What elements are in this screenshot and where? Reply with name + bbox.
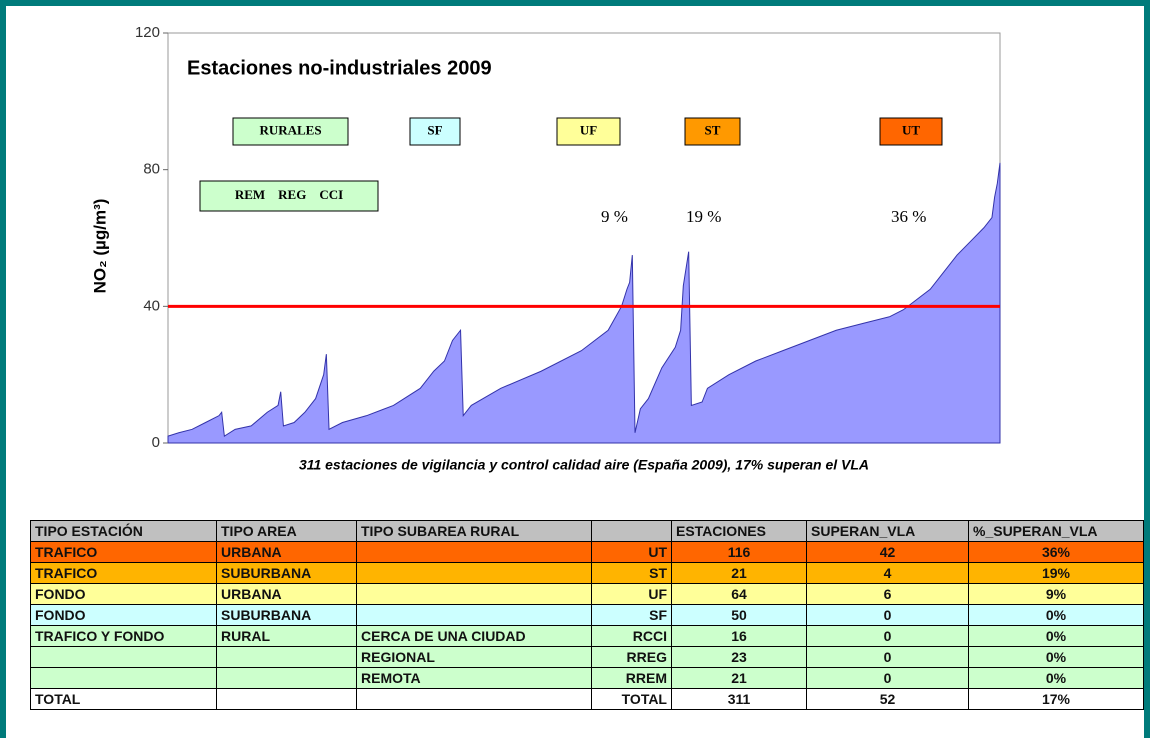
- table-cell: 9%: [968, 583, 1144, 605]
- table-row: TRAFICO SUBURBANA ST 21 4 19%: [30, 562, 1144, 584]
- table-cell: 19%: [968, 562, 1144, 584]
- legend-label: SF: [427, 122, 442, 137]
- table-row: TRAFICO Y FONDO RURAL CERCA DE UNA CIUDAD R…: [30, 625, 1144, 647]
- table-row: TIPO ESTACIÓN TIPO AREA TIPO SUBAREA RURAL…: [30, 520, 1144, 542]
- table-cell: TIPO SUBAREA RURAL: [356, 520, 592, 542]
- legend-label: RURALES: [259, 122, 321, 137]
- table-cell: SUPERAN_VLA: [806, 520, 969, 542]
- table-cell: 64: [671, 583, 807, 605]
- table-cell: TOTAL: [30, 688, 217, 710]
- table-cell: SUBURBANA: [216, 604, 357, 626]
- table-cell: 0%: [968, 625, 1144, 647]
- table-row: FONDO URBANA UF 64 6 9%: [30, 583, 1144, 605]
- table-cell: [216, 667, 357, 689]
- table-cell: [591, 520, 672, 542]
- y-axis-label: NO₂ (µg/m³): [90, 199, 109, 294]
- table-cell: FONDO: [30, 583, 217, 605]
- table-cell: REMOTA: [356, 667, 592, 689]
- legend-label: UF: [580, 122, 597, 137]
- table-cell: RURAL: [216, 625, 357, 647]
- table-cell: URBANA: [216, 541, 357, 563]
- table-cell: 42: [806, 541, 969, 563]
- chart: 0 40 80 120 Estaciones no-industriales 2009 N…: [90, 24, 1001, 473]
- table-cell: TRAFICO: [30, 562, 217, 584]
- table-cell: 0: [806, 667, 969, 689]
- table-cell: ESTACIONES: [671, 520, 807, 542]
- table-row: REGIONAL RREG 23 0 0%: [30, 646, 1144, 668]
- table-cell: %_SUPERAN_VLA: [968, 520, 1144, 542]
- table-cell: 52: [806, 688, 969, 710]
- table-row: REMOTA RREM 21 0 0%: [30, 667, 1144, 689]
- table-cell: TRAFICO Y FONDO: [30, 625, 217, 647]
- table-cell: 0: [806, 646, 969, 668]
- table-cell: FONDO: [30, 604, 217, 626]
- legend-box: [409, 117, 461, 146]
- legend-box: [232, 117, 349, 146]
- table-cell: 50: [671, 604, 807, 626]
- table-cell: UT: [591, 541, 672, 563]
- table-cell: TIPO ESTACIÓN: [30, 520, 217, 542]
- table-cell: [356, 541, 592, 563]
- table-cell: REGIONAL: [356, 646, 592, 668]
- y-tick-label: 80: [143, 161, 160, 178]
- table-cell: [356, 583, 592, 605]
- table-cell: 0%: [968, 667, 1144, 689]
- chart-title: Estaciones no-industriales 2009: [187, 57, 492, 79]
- y-tick-label: 120: [135, 24, 160, 41]
- table-cell: TRAFICO: [30, 541, 217, 563]
- table-cell: 6: [806, 583, 969, 605]
- table-cell: 23: [671, 646, 807, 668]
- table-cell: UF: [591, 583, 672, 605]
- table-cell: 16: [671, 625, 807, 647]
- table-cell: [30, 646, 217, 668]
- table-cell: URBANA: [216, 583, 357, 605]
- table-cell: RREM: [591, 667, 672, 689]
- table-cell: [216, 646, 357, 668]
- table-cell: [356, 604, 592, 626]
- legend-box: [556, 117, 621, 146]
- table-cell: RCCI: [591, 625, 672, 647]
- annotation: 36 %: [891, 207, 926, 226]
- table-cell: [356, 562, 592, 584]
- annotation: 9 %: [601, 207, 628, 226]
- legend-box: [879, 117, 943, 146]
- table-cell: RREG: [591, 646, 672, 668]
- data-table: TIPO ESTACIÓN TIPO AREA TIPO SUBAREA RURAL…: [30, 520, 1144, 710]
- legend-box: [199, 180, 379, 212]
- table-cell: 311: [671, 688, 807, 710]
- table-cell: CERCA DE UNA CIUDAD: [356, 625, 592, 647]
- legend-box: [684, 117, 741, 146]
- table-row: TOTAL TOTAL 311 52 17%: [30, 688, 1144, 710]
- table-cell: 36%: [968, 541, 1144, 563]
- table-cell: 0%: [968, 646, 1144, 668]
- table-cell: 21: [671, 562, 807, 584]
- table-cell: 0%: [968, 604, 1144, 626]
- table-cell: ST: [591, 562, 672, 584]
- table-cell: 116: [671, 541, 807, 563]
- table-cell: 0: [806, 625, 969, 647]
- caption: 311 estaciones de vigilancia y control c…: [299, 457, 869, 473]
- table-cell: SUBURBANA: [216, 562, 357, 584]
- table-row: TRAFICO URBANA UT 116 42 36%: [30, 541, 1144, 563]
- table-cell: SF: [591, 604, 672, 626]
- table-cell: 17%: [968, 688, 1144, 710]
- legend-label: REM REG CCI: [235, 187, 343, 202]
- y-tick-label: 40: [143, 297, 160, 314]
- table-cell: [216, 688, 357, 710]
- annotation: 19 %: [686, 207, 721, 226]
- table-cell: 4: [806, 562, 969, 584]
- table-cell: 0: [806, 604, 969, 626]
- table-cell: TIPO AREA: [216, 520, 357, 542]
- legend-label: UT: [902, 122, 920, 137]
- table-cell: [356, 688, 592, 710]
- table-cell: 21: [671, 667, 807, 689]
- table-row: FONDO SUBURBANA SF 50 0 0%: [30, 604, 1144, 626]
- table-cell: [30, 667, 217, 689]
- table-cell: TOTAL: [591, 688, 672, 710]
- legend-label: ST: [705, 122, 721, 137]
- y-tick-label: 0: [152, 434, 160, 451]
